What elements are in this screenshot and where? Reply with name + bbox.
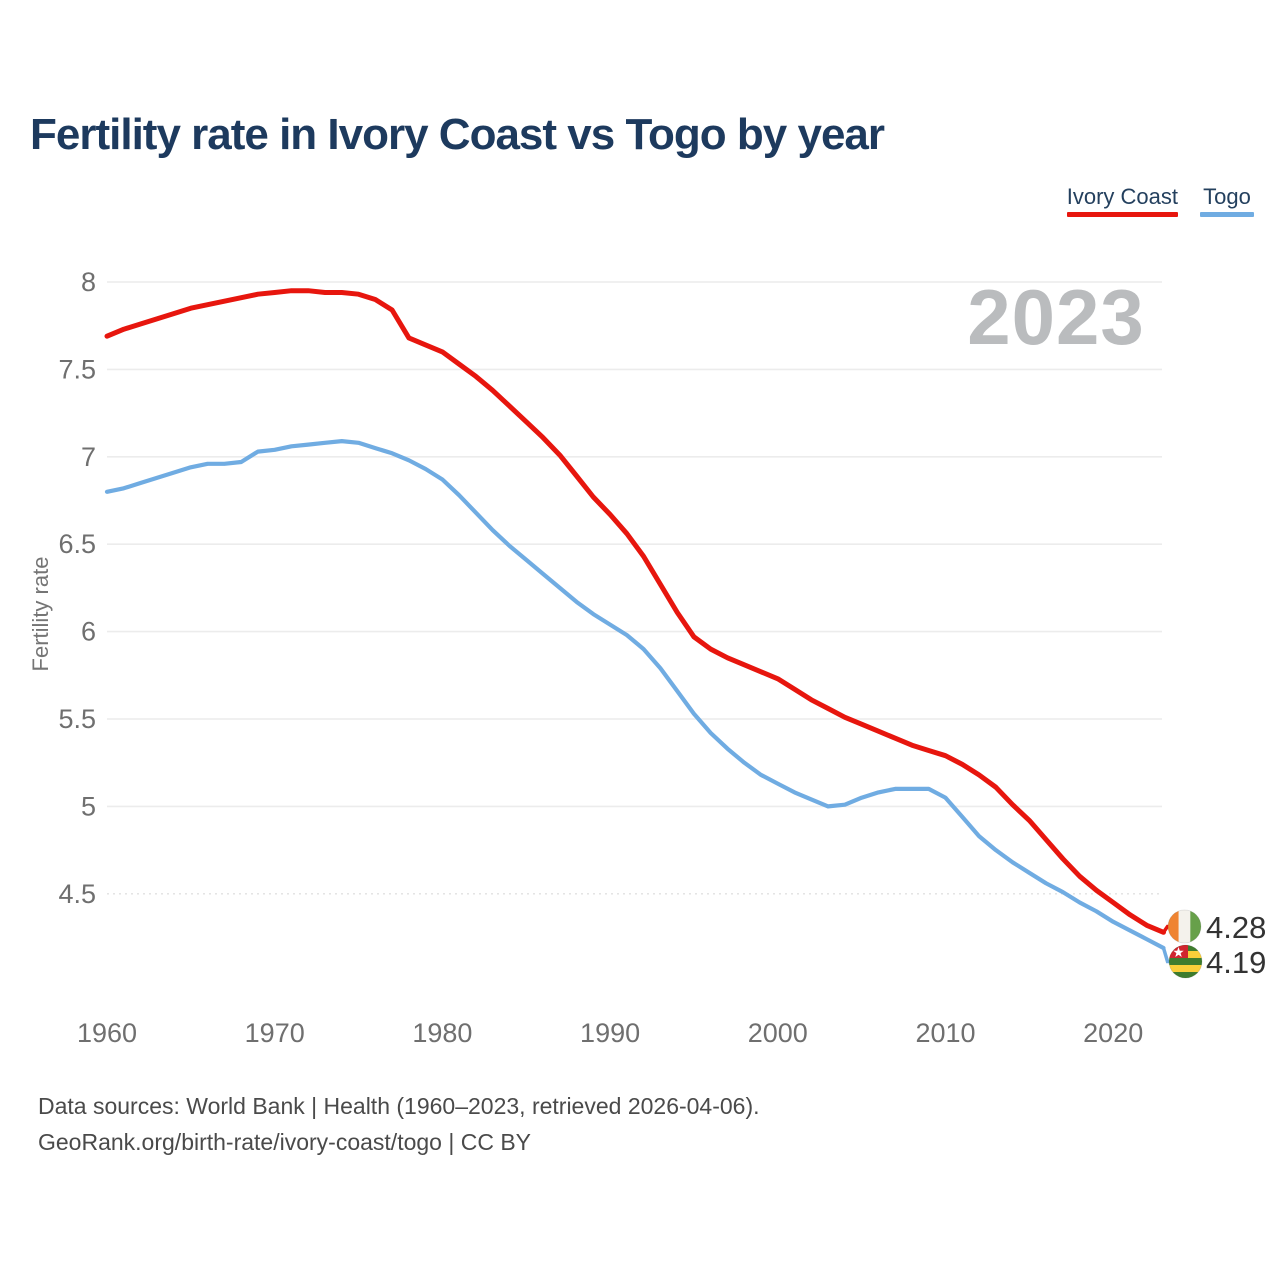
svg-text:5.5: 5.5 [58,704,96,734]
legend-label-ivory-coast: Ivory Coast [1066,184,1178,209]
svg-text:5: 5 [81,791,96,821]
svg-text:7: 7 [81,442,96,472]
x-axis-ticks: 1960 1970 1980 1990 2000 2010 2020 [77,1018,1143,1048]
ivory-coast-flag-icon [1167,909,1202,944]
svg-text:2000: 2000 [748,1018,808,1048]
svg-text:8: 8 [81,267,96,297]
footer-data-sources: Data sources: World Bank | Health (1960–… [38,1093,760,1119]
watermark-year: 2023 [967,273,1145,361]
footer: Data sources: World Bank | Health (1960–… [38,1088,760,1160]
legend-swatch-togo [1200,212,1254,217]
svg-text:1970: 1970 [245,1018,305,1048]
end-value-togo: 4.19 [1206,945,1266,980]
footer-attribution: GeoRank.org/birth-rate/ivory-coast/togo … [38,1129,532,1155]
svg-text:6.5: 6.5 [58,529,96,559]
y-axis-title: Fertility rate [28,557,53,672]
page-title: Fertility rate in Ivory Coast vs Togo by… [30,110,885,159]
svg-text:2020: 2020 [1083,1018,1143,1048]
legend: Ivory Coast Togo [1066,184,1254,217]
svg-text:1960: 1960 [77,1018,137,1048]
togo-line[interactable] [104,439,1166,951]
svg-text:7.5: 7.5 [58,354,96,384]
legend-swatch-ivory-coast [1066,212,1178,217]
end-value-ivory-coast: 4.28 [1206,910,1266,945]
svg-text:2010: 2010 [915,1018,975,1048]
series-lines [104,288,1178,964]
legend-item-togo[interactable]: Togo [1200,186,1254,217]
svg-text:4.5: 4.5 [58,879,96,909]
togo-flag-icon [1168,944,1203,979]
svg-text:6: 6 [81,617,96,647]
svg-text:1980: 1980 [412,1018,472,1048]
legend-label-togo: Togo [1203,184,1251,209]
svg-text:1990: 1990 [580,1018,640,1048]
gridlines [107,281,1162,895]
legend-item-ivory-coast[interactable]: Ivory Coast [1066,184,1178,217]
ivory-coast-line[interactable] [104,288,1166,935]
y-axis-ticks: 8 7.5 7 6.5 6 5.5 5 4.5 [58,267,96,909]
